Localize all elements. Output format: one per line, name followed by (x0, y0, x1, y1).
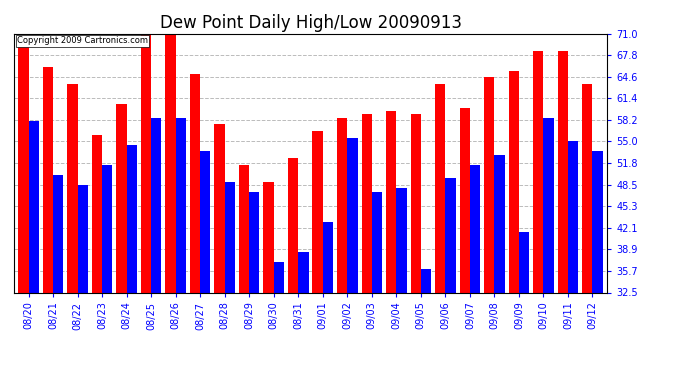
Bar (582, 84, 593, 292)
Bar (43, 68, 53, 292)
Bar (18, 47, 28, 292)
Bar (200, 152, 210, 292)
Bar (460, 108, 470, 292)
Bar (568, 141, 578, 292)
Bar (544, 118, 554, 292)
Bar (264, 182, 274, 292)
Bar (298, 252, 308, 292)
Bar (249, 192, 259, 292)
Bar (347, 138, 357, 292)
Bar (558, 51, 568, 292)
Bar (67, 84, 77, 292)
Bar (386, 111, 396, 292)
Bar (495, 155, 504, 292)
Bar (215, 124, 225, 292)
Bar (117, 104, 126, 292)
Bar (519, 232, 529, 292)
Bar (313, 131, 323, 292)
Bar (92, 135, 102, 292)
Bar (470, 165, 480, 292)
Bar (484, 77, 495, 292)
Bar (126, 145, 137, 292)
Bar (445, 178, 455, 292)
Bar (274, 262, 284, 292)
Bar (337, 118, 347, 292)
Title: Dew Point Daily High/Low 20090913: Dew Point Daily High/Low 20090913 (159, 14, 462, 32)
Bar (77, 185, 88, 292)
Bar (28, 121, 39, 292)
Bar (421, 269, 431, 292)
Bar (166, 30, 176, 292)
Bar (323, 222, 333, 292)
Bar (102, 165, 112, 292)
Bar (509, 71, 519, 292)
Bar (533, 51, 544, 292)
Bar (239, 165, 249, 292)
Bar (176, 118, 186, 292)
Bar (362, 114, 372, 292)
Bar (411, 114, 421, 292)
Bar (288, 158, 298, 292)
Bar (593, 152, 603, 292)
Bar (372, 192, 382, 292)
Bar (53, 175, 63, 292)
Text: Copyright 2009 Cartronics.com: Copyright 2009 Cartronics.com (17, 36, 148, 45)
Bar (396, 188, 406, 292)
Bar (435, 84, 445, 292)
Bar (225, 182, 235, 292)
Bar (190, 74, 200, 292)
Bar (141, 30, 151, 292)
Bar (151, 118, 161, 292)
